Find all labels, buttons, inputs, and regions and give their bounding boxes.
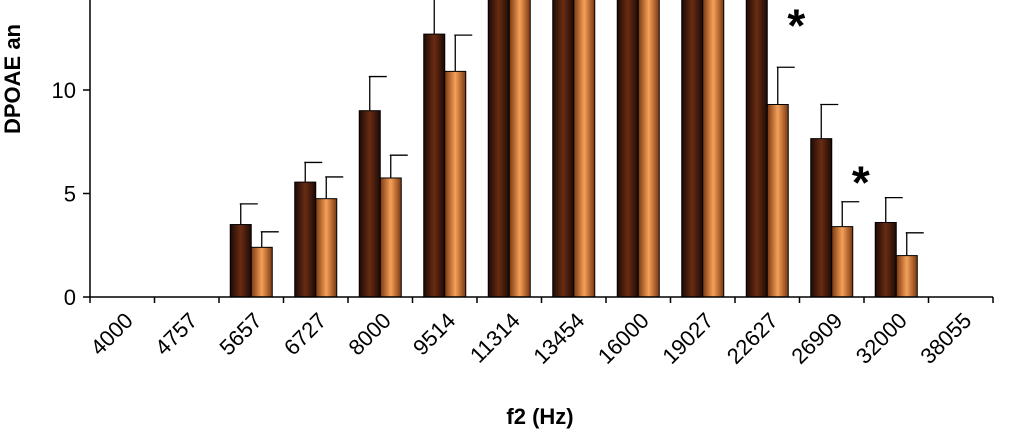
bar-s2-32000: [895, 255, 918, 298]
bar-s1-16000: [616, 0, 639, 298]
bar-s1-9514: [423, 33, 446, 298]
bar-s2-9514: [444, 70, 467, 298]
bar-s1-13454: [552, 0, 575, 298]
bar-s1-11314: [487, 0, 510, 298]
significance-marker: *: [852, 157, 870, 209]
x-tick-label: 32000: [851, 308, 912, 369]
y-tick-label: 0: [64, 285, 76, 310]
x-tick-label: 6727: [279, 308, 331, 360]
bar-s1-6727: [294, 181, 317, 298]
bar-s1-22627: [745, 0, 768, 298]
bars-layer: **: [229, 0, 924, 298]
x-tick-label: 4757: [150, 308, 202, 360]
x-tick-label: 4000: [85, 308, 137, 360]
bar-s2-19027: [702, 0, 725, 298]
bar-s1-26909: [810, 138, 833, 298]
x-tick-label: 16000: [593, 308, 654, 369]
x-tick-label: 26909: [786, 308, 847, 369]
bar-s1-19027: [681, 0, 704, 298]
bar-s2-6727: [315, 198, 338, 298]
y-axis-title: DPOAE an: [0, 24, 25, 134]
x-tick-label: 13454: [528, 308, 589, 369]
bar-s2-5657: [250, 246, 273, 298]
significance-marker: *: [787, 0, 805, 51]
x-tick-label: 19027: [657, 308, 718, 369]
x-tick-label: 11314: [465, 308, 525, 368]
bar-s2-13454: [573, 0, 596, 298]
bar-s1-32000: [874, 221, 897, 298]
bar-s2-11314: [508, 0, 531, 298]
x-tick-label: 8000: [343, 308, 395, 360]
bar-s2-8000: [379, 177, 402, 298]
x-tick-label: 22627: [722, 308, 783, 369]
bar-s1-5657: [229, 224, 252, 298]
bar-s2-26909: [831, 226, 854, 298]
x-axis-title: f2 (Hz): [506, 404, 573, 429]
bar-s1-8000: [358, 110, 381, 298]
x-tick-label: 38055: [915, 308, 976, 369]
bar-s2-22627: [766, 103, 789, 298]
x-tick-label: 9514: [408, 308, 460, 360]
x-tick-label: 5657: [214, 308, 266, 360]
bar-s2-16000: [637, 0, 660, 298]
y-tick-label: 5: [64, 182, 76, 207]
y-tick-label: 10: [52, 78, 76, 103]
